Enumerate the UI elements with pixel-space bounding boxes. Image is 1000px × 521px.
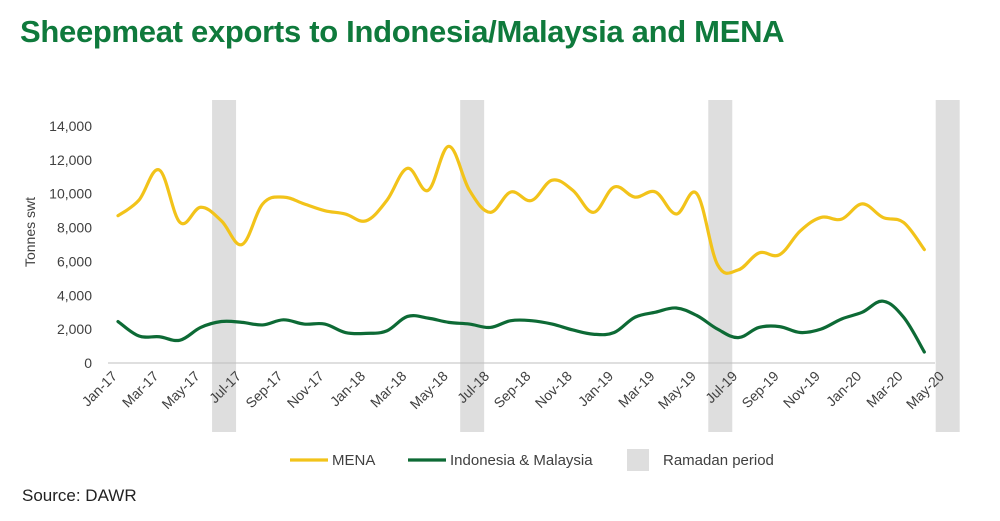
x-tick-label: May-19 bbox=[655, 368, 699, 412]
source-note: Source: DAWR bbox=[22, 486, 137, 505]
y-axis: 0 2,000 4,000 6,000 8,000 10,000 12,000 14,000 bbox=[49, 118, 92, 371]
x-tick-label: Jan-18 bbox=[327, 368, 369, 410]
y-tick-label: 12,000 bbox=[49, 152, 92, 168]
series-line-mena bbox=[116, 144, 926, 275]
legend-swatch bbox=[627, 449, 649, 471]
x-tick-label: May-17 bbox=[158, 368, 202, 412]
x-tick-label: Jan-20 bbox=[823, 368, 865, 410]
legend-label: Ramadan period bbox=[663, 452, 774, 469]
x-tick-label: Jan-19 bbox=[575, 368, 617, 410]
x-tick-label: Mar-19 bbox=[615, 368, 658, 411]
y-tick-label: 0 bbox=[84, 355, 92, 371]
x-tick-label: Sep-17 bbox=[242, 368, 285, 411]
series-lines bbox=[116, 144, 926, 354]
legend-label: MENA bbox=[332, 452, 375, 469]
legend: MENA Indonesia & Malaysia Ramadan period bbox=[290, 449, 774, 471]
ramadan-band-3 bbox=[708, 100, 733, 432]
ramadan-band-1 bbox=[212, 100, 237, 432]
chart-title: Sheepmeat exports to Indonesia/Malaysia … bbox=[20, 14, 785, 49]
x-tick-label: Mar-20 bbox=[863, 368, 906, 411]
x-tick-label: Sep-19 bbox=[738, 368, 781, 411]
y-tick-label: 2,000 bbox=[57, 321, 92, 337]
x-tick-label: Mar-17 bbox=[119, 368, 162, 411]
y-tick-label: 6,000 bbox=[57, 253, 92, 269]
x-tick-label: Nov-18 bbox=[532, 368, 575, 411]
x-tick-label: Nov-17 bbox=[284, 368, 327, 411]
series-line-indonesia-malaysia bbox=[116, 299, 926, 354]
ramadan-band-2 bbox=[460, 100, 485, 432]
x-tick-label: Sep-18 bbox=[490, 368, 533, 411]
x-tick-label: Mar-18 bbox=[367, 368, 410, 411]
x-tick-label: Jan-17 bbox=[79, 368, 121, 410]
x-tick-label: Nov-19 bbox=[780, 368, 823, 411]
y-tick-label: 14,000 bbox=[49, 118, 92, 134]
x-tick-label: May-18 bbox=[407, 368, 451, 412]
ramadan-band-4 bbox=[935, 100, 960, 432]
ramadan-bands bbox=[212, 100, 960, 432]
y-tick-label: 10,000 bbox=[49, 186, 92, 202]
legend-label: Indonesia & Malaysia bbox=[450, 452, 593, 469]
y-tick-label: 4,000 bbox=[57, 287, 92, 303]
y-axis-label: Tonnes swt bbox=[22, 197, 38, 267]
y-tick-label: 8,000 bbox=[57, 220, 92, 236]
